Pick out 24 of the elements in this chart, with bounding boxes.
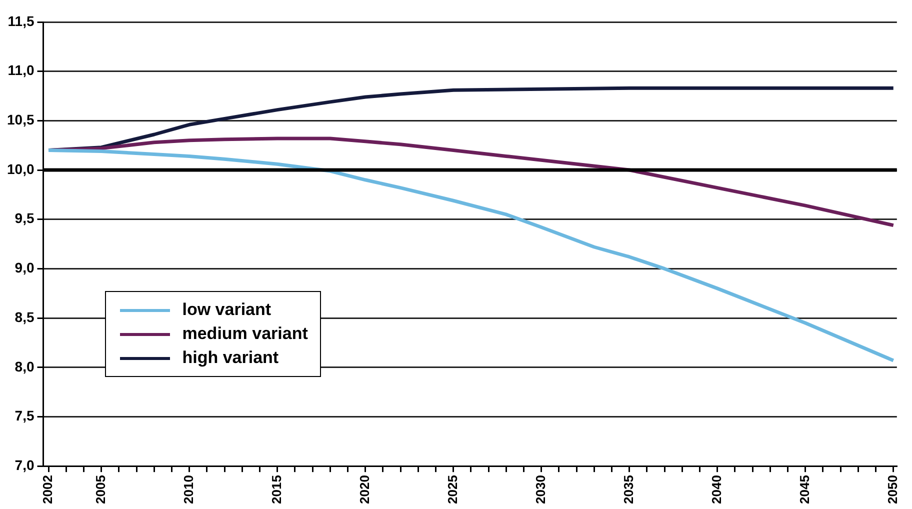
legend-label: high variant [182,348,279,368]
x-tick-label: 2020 [356,475,372,504]
y-tick-label: 8,0 [14,358,34,374]
y-tick-label: 7,5 [14,408,34,424]
x-tick-label: 2040 [708,475,724,504]
x-tick-label: 2010 [180,475,196,504]
y-tick-label: 11,0 [8,62,34,78]
x-tick-label: 2015 [268,475,284,504]
y-tick-label: 8,5 [14,308,34,325]
x-tick-label: 2035 [620,475,636,504]
x-tick-label: 2050 [884,475,900,504]
y-tick-label: 9,0 [14,260,34,276]
legend-label: low variant [182,300,272,320]
x-tick-label: 2002 [40,475,56,504]
y-tick-label: 7,0 [14,456,34,473]
x-tick-label: 2005 [92,475,108,504]
x-tick-label: 2030 [532,475,548,504]
legend-label: medium variant [182,324,308,344]
y-tick-label: 11,5 [8,12,34,29]
y-tick-label: 9,5 [14,210,34,226]
x-tick-label: 2045 [796,475,812,504]
x-tick-label: 2025 [444,475,460,504]
y-tick-label: 10,5 [7,112,34,128]
y-tick-label: 10,0 [7,160,34,177]
